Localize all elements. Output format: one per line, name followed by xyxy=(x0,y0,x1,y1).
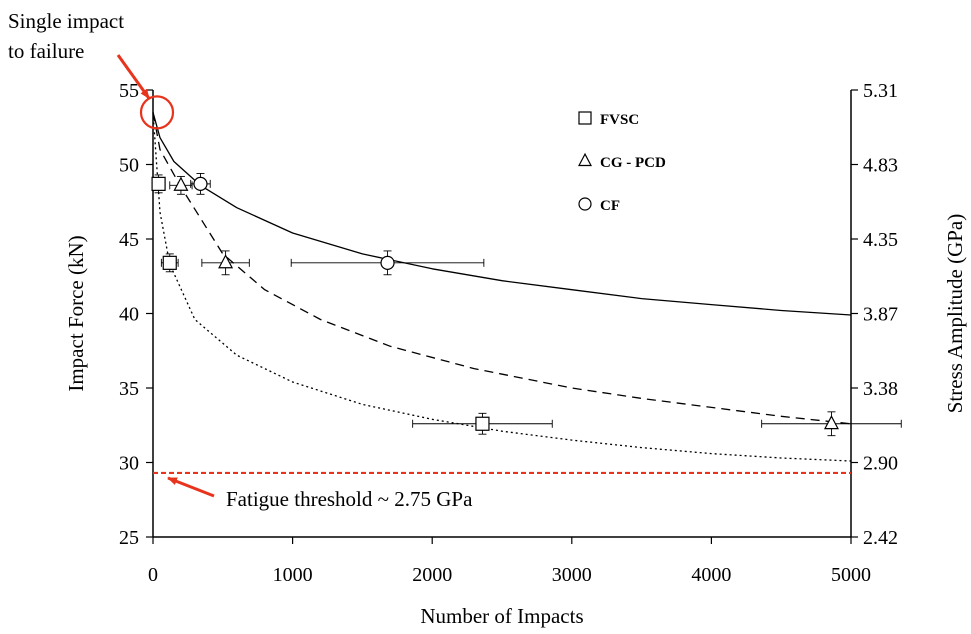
x-axis-title: Number of Impacts xyxy=(420,604,583,628)
single-impact-highlight-circle xyxy=(139,95,175,130)
legend: FVSC CG - PCD CF xyxy=(578,111,666,214)
y-right-tick-label: 3.87 xyxy=(863,304,898,326)
data-point-cg-pcd xyxy=(218,254,234,269)
x-tick-label: 2000 xyxy=(412,564,452,586)
y-left-tick-label: 40 xyxy=(119,304,139,326)
x-tick-label: 3000 xyxy=(552,564,592,586)
threshold-label: Fatigue threshold ~ 2.75 GPa xyxy=(226,487,473,511)
legend-label: CG - PCD xyxy=(600,155,666,171)
data-points xyxy=(151,172,902,437)
fit-curve-cf xyxy=(152,112,852,316)
data-point-cf xyxy=(193,176,208,191)
legend-marker-cf xyxy=(578,197,592,211)
y-right-axis-title: Stress Amplitude (GPa) xyxy=(943,214,967,414)
y-right-tick-label: 2.90 xyxy=(863,453,898,475)
x-tick-label: 1000 xyxy=(273,564,313,586)
x-tick-label: 4000 xyxy=(691,564,731,586)
y-left-tick-label: 30 xyxy=(119,453,139,475)
legend-marker-fvsc xyxy=(578,111,592,125)
legend-marker-cg-pcd xyxy=(578,152,592,167)
threshold-arrow xyxy=(167,476,215,498)
y-left-tick-label: 25 xyxy=(119,527,139,549)
y-right-tick-label: 5.31 xyxy=(863,80,898,102)
fit-curve-fvsc xyxy=(152,112,852,462)
y-right-tick-label: 4.35 xyxy=(863,229,898,251)
fit-curves xyxy=(152,112,852,462)
data-point-cg-pcd xyxy=(173,176,189,191)
single-impact-label-line2: to failure xyxy=(8,39,84,63)
data-point-cg-pcd xyxy=(823,414,839,430)
y-right-tick-label: 3.38 xyxy=(863,378,898,400)
single-impact-arrow xyxy=(116,54,151,100)
y-left-axis-title: Impact Force (kN) xyxy=(64,235,88,391)
legend-label: CF xyxy=(600,198,620,214)
y-left-tick-label: 45 xyxy=(119,229,139,251)
data-point-fvsc xyxy=(162,255,177,270)
fit-curve-cg-pcd xyxy=(152,112,852,425)
y-right-tick-label: 2.42 xyxy=(863,527,898,549)
axis-ticks: 0 1000 2000 3000 4000 5000 25 30 35 40 45 50 55 2.42 2… xyxy=(64,80,967,628)
y-right-tick-label: 4.83 xyxy=(863,155,898,177)
annotations: Single impact to failure Fatigue threshold… xyxy=(8,9,473,511)
y-left-tick-label: 55 xyxy=(119,80,139,102)
x-tick-label: 0 xyxy=(148,564,158,586)
data-point-cf xyxy=(380,255,395,270)
y-left-tick-label: 35 xyxy=(119,378,139,400)
x-tick-label: 5000 xyxy=(831,564,871,586)
legend-label: FVSC xyxy=(600,112,639,128)
data-point-fvsc xyxy=(151,176,166,191)
single-impact-label-line1: Single impact xyxy=(8,9,124,33)
y-left-tick-label: 50 xyxy=(119,155,139,177)
plot-frame xyxy=(152,90,852,538)
data-point-fvsc xyxy=(475,416,490,431)
